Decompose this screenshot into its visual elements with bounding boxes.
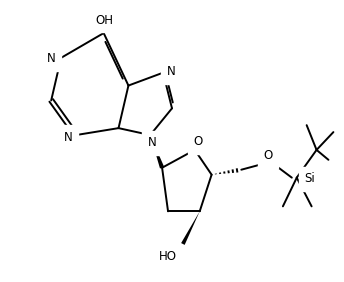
Text: N: N — [166, 65, 175, 78]
Polygon shape — [181, 211, 200, 245]
Text: OH: OH — [96, 14, 114, 27]
Text: Si: Si — [305, 172, 315, 185]
Text: N: N — [64, 131, 72, 144]
Polygon shape — [150, 135, 164, 169]
Text: N: N — [47, 52, 56, 65]
Text: N: N — [148, 136, 157, 149]
Text: O: O — [264, 149, 273, 162]
Text: HO: HO — [159, 250, 177, 263]
Text: O: O — [193, 135, 202, 149]
